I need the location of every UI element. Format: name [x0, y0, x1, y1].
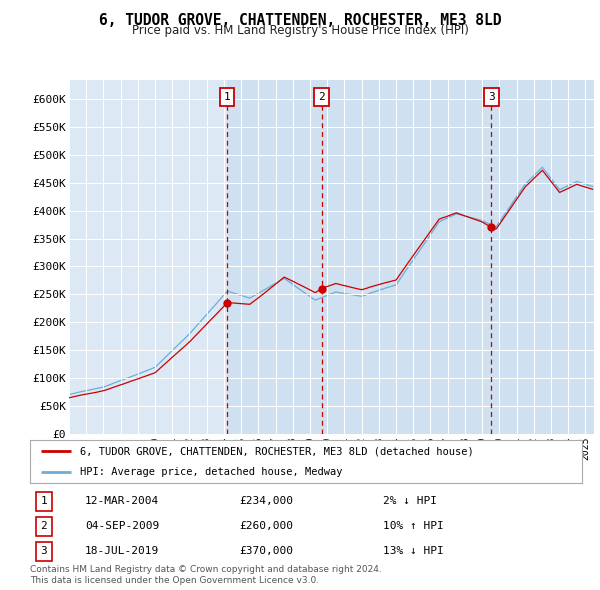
Text: £234,000: £234,000 [240, 496, 294, 506]
Text: £260,000: £260,000 [240, 521, 294, 531]
Text: Price paid vs. HM Land Registry's House Price Index (HPI): Price paid vs. HM Land Registry's House … [131, 24, 469, 37]
Bar [69, 80, 227, 434]
Bar [322, 80, 491, 434]
Text: 12-MAR-2004: 12-MAR-2004 [85, 496, 160, 506]
Text: 3: 3 [40, 546, 47, 556]
Text: 2% ↓ HPI: 2% ↓ HPI [383, 496, 437, 506]
Text: 1: 1 [40, 496, 47, 506]
Text: HPI: Average price, detached house, Medway: HPI: Average price, detached house, Medw… [80, 467, 342, 477]
Text: 6, TUDOR GROVE, CHATTENDEN, ROCHESTER, ME3 8LD: 6, TUDOR GROVE, CHATTENDEN, ROCHESTER, M… [99, 13, 501, 28]
Text: 04-SEP-2009: 04-SEP-2009 [85, 521, 160, 531]
Text: 6, TUDOR GROVE, CHATTENDEN, ROCHESTER, ME3 8LD (detached house): 6, TUDOR GROVE, CHATTENDEN, ROCHESTER, M… [80, 446, 473, 456]
Text: £370,000: £370,000 [240, 546, 294, 556]
Text: 13% ↓ HPI: 13% ↓ HPI [383, 546, 444, 556]
Text: 18-JUL-2019: 18-JUL-2019 [85, 546, 160, 556]
Bar [227, 80, 322, 434]
Text: 10% ↑ HPI: 10% ↑ HPI [383, 521, 444, 531]
Text: 2: 2 [318, 93, 325, 102]
Text: 2: 2 [40, 521, 47, 531]
Text: Contains HM Land Registry data © Crown copyright and database right 2024.
This d: Contains HM Land Registry data © Crown c… [30, 565, 382, 585]
Text: 1: 1 [224, 93, 230, 102]
Bar [491, 80, 594, 434]
Text: 3: 3 [488, 93, 495, 102]
